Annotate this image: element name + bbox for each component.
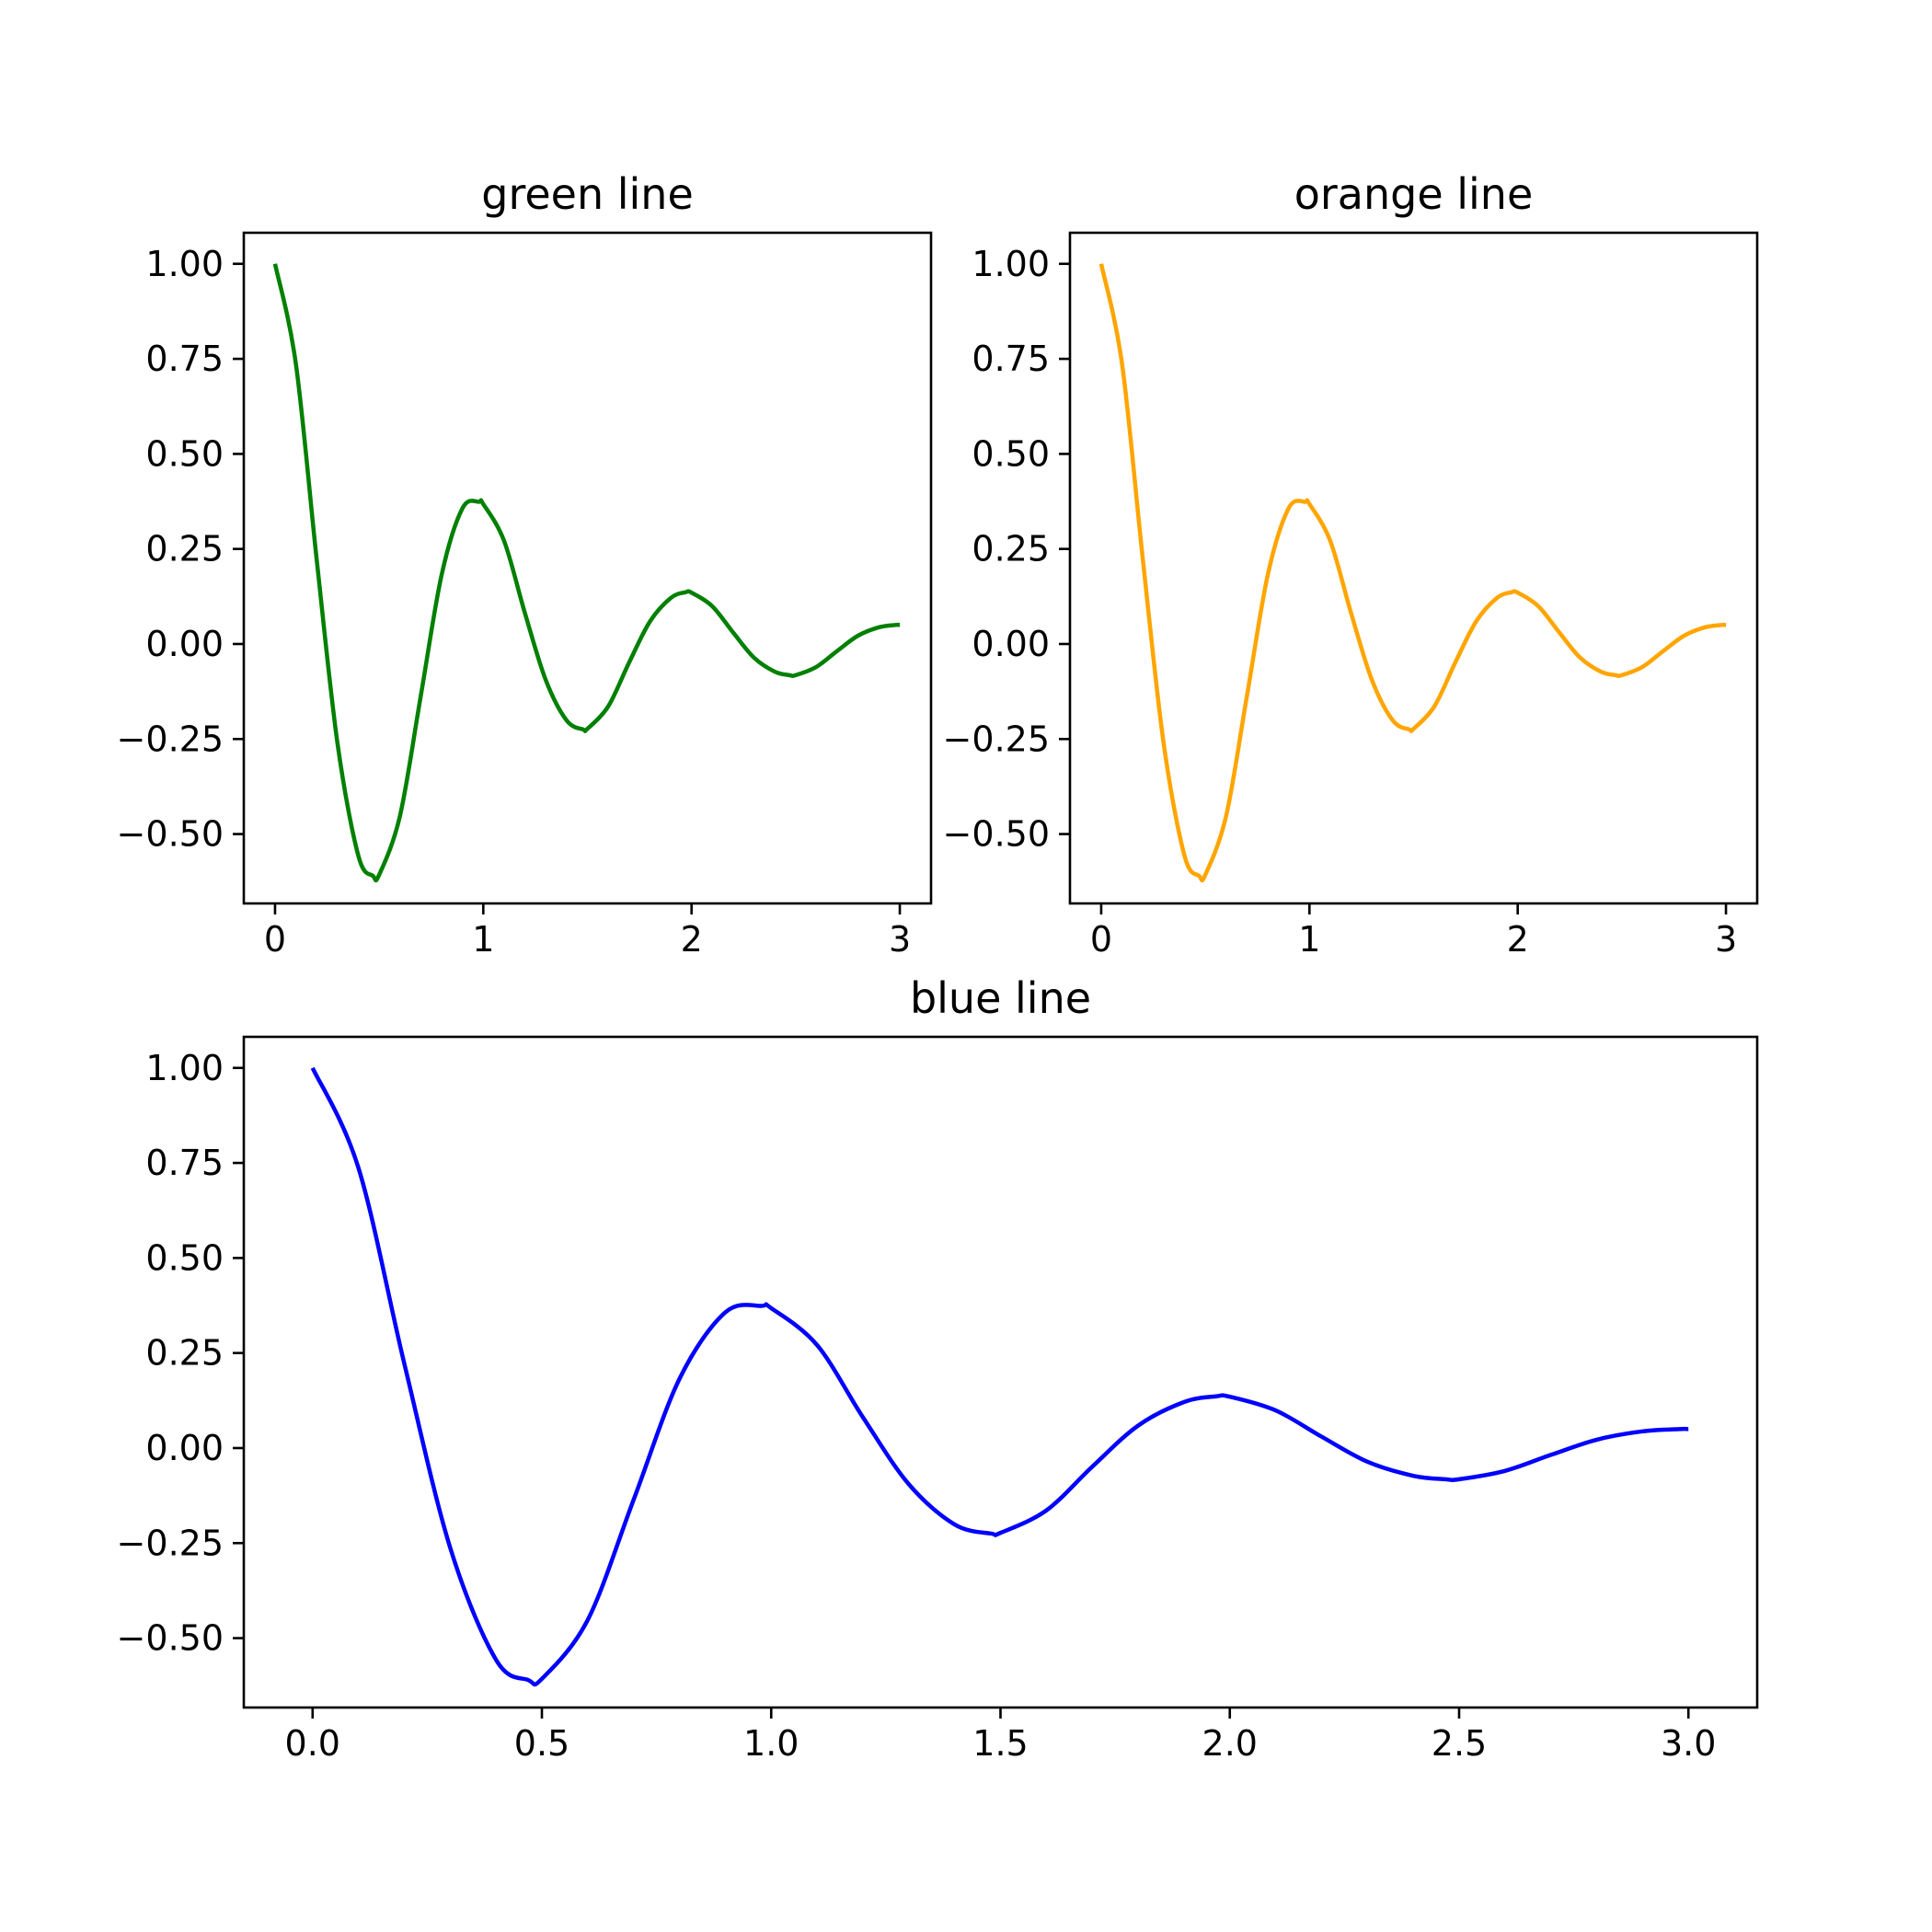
green-line-x-tick-label: 1: [472, 919, 494, 960]
green-line-y-tick-label: 1.00: [145, 244, 224, 284]
orange-line-y-tick-label: 0.25: [972, 529, 1050, 569]
blue-line-axes-frame: [242, 1035, 1759, 1709]
green-line-y-tick-label: −0.25: [117, 719, 224, 759]
blue-line-x-tick-label: 2.5: [1432, 1723, 1487, 1764]
orange-line-x-tick-label: 3: [1715, 919, 1737, 960]
orange-line-y-tick-label: 0.50: [972, 433, 1050, 474]
green-line-title: green line: [481, 169, 694, 219]
orange-line-y-tick-label: 1.00: [972, 244, 1050, 284]
blue-line-y-tick-label: 0.00: [145, 1428, 224, 1468]
blue-line-x-tick-label: 3.0: [1661, 1723, 1716, 1764]
blue-line-y-tick-label: 1.00: [145, 1048, 224, 1088]
green-line-y-tick-label: 0.00: [145, 624, 224, 664]
blue-line-x-tick-label: 2.0: [1202, 1723, 1258, 1764]
orange-line-axes-frame: [1068, 231, 1759, 905]
orange-line-title: orange line: [1294, 169, 1534, 219]
orange-line-y-tick-label: −0.25: [943, 719, 1050, 759]
blue-line-title: blue line: [910, 973, 1091, 1023]
orange-line-y-tick-label: 0.00: [972, 624, 1050, 664]
blue-line-x-tick-label: 0.0: [285, 1723, 340, 1764]
green-line-ticks: 0 1 2 3 −0.50 −0.25 0.00 0.25 0.50 0.75 1.00: [117, 244, 912, 960]
blue-line-ticks: 0.0 0.5 1.0 1.5 2.0 2.5 3.0 −0.50 −0.25 0.00 0.25 0…: [117, 1048, 1717, 1764]
green-line-panel: green line 0 1 2 3 −0.50 −0.25 0.00 0.25 0.50 0.7…: [117, 169, 933, 960]
blue-line-panel: blue line 0.0 0.5 1.0 1.5 2.0 2.5 3.0 −0.50 −0.2…: [117, 973, 1759, 1764]
blue-line-y-tick-label: −0.50: [117, 1618, 224, 1659]
blue-line-y-tick-label: 0.25: [145, 1333, 224, 1374]
blue-line-y-tick-label: 0.75: [145, 1143, 224, 1183]
orange-line-series: [1098, 263, 1727, 883]
green-line-series: [272, 263, 901, 883]
blue-line-x-tick-label: 1.0: [743, 1723, 799, 1764]
green-line-axes-frame: [242, 231, 933, 905]
green-line-y-tick-label: 0.50: [145, 433, 224, 474]
blue-line-y-tick-label: −0.25: [117, 1523, 224, 1563]
orange-line-panel: orange line 0 1 2 3 −0.50 −0.25 0.00 0.25 0.50 0.…: [943, 169, 1759, 960]
green-line-y-tick-label: −0.50: [117, 814, 224, 855]
green-line-y-tick-label: 0.25: [145, 529, 224, 569]
orange-line-x-tick-label: 2: [1507, 919, 1529, 960]
green-line-y-tick-label: 0.75: [145, 339, 224, 379]
orange-line-y-tick-label: 0.75: [972, 339, 1050, 379]
green-line-x-tick-label: 2: [681, 919, 703, 960]
orange-line-ticks: 0 1 2 3 −0.50 −0.25 0.00 0.25 0.50 0.75 1.00: [943, 244, 1738, 960]
orange-line-x-tick-label: 0: [1090, 919, 1112, 960]
blue-line-y-tick-label: 0.50: [145, 1237, 224, 1278]
orange-line-y-tick-label: −0.50: [943, 814, 1050, 855]
green-line-x-tick-label: 3: [889, 919, 911, 960]
orange-line-x-tick-label: 1: [1298, 919, 1320, 960]
blue-line-series: [310, 1066, 1689, 1687]
blue-line-x-tick-label: 1.5: [972, 1723, 1028, 1764]
green-line-x-tick-label: 0: [264, 919, 286, 960]
blue-line-x-tick-label: 0.5: [514, 1723, 569, 1764]
